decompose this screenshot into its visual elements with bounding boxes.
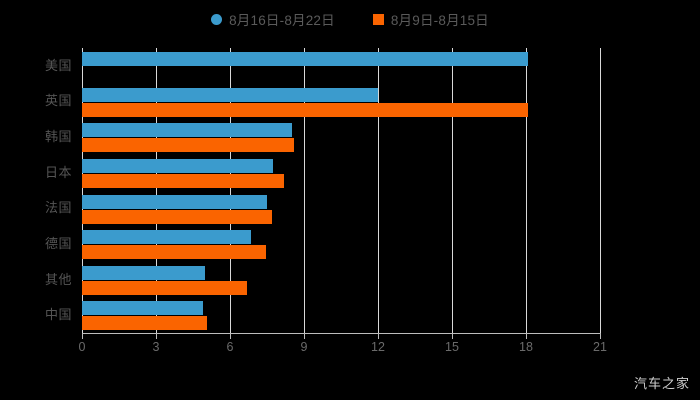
chart-legend: 8月16日-8月22日 8月9日-8月15日: [0, 8, 700, 30]
category-label: 中国: [44, 307, 72, 323]
bar-previous[interactable]: [82, 245, 266, 260]
legend-label-current: 8月16日-8月22日: [229, 13, 335, 28]
bar-previous[interactable]: [82, 280, 248, 295]
bar-previous[interactable]: [82, 316, 207, 331]
x-tick-label: 3: [152, 340, 160, 354]
gridline: [156, 48, 157, 333]
bar-current[interactable]: [82, 265, 206, 280]
category-label: 英国: [44, 93, 72, 109]
x-tick: [156, 334, 157, 339]
category-label: 法国: [44, 200, 72, 216]
legend-item-current[interactable]: 8月16日-8月22日: [211, 9, 335, 29]
x-tick-label: 9: [300, 340, 308, 354]
category-label: 日本: [44, 164, 72, 180]
x-tick-label: 21: [593, 340, 607, 354]
x-tick-label: 6: [226, 340, 234, 354]
legend-swatch-square-icon: [372, 13, 384, 25]
bar-rows: [82, 48, 600, 333]
bar-current[interactable]: [82, 194, 267, 209]
category-label: 其他: [44, 271, 72, 287]
x-tick: [600, 334, 601, 339]
bar-previous[interactable]: [82, 138, 295, 153]
gridline: [526, 48, 527, 333]
bar-row: [82, 194, 600, 224]
gridline: [304, 48, 305, 333]
x-tick-label: 18: [519, 340, 533, 354]
bar-row: [82, 158, 600, 188]
category-axis: 美国英国韩国日本法国德国其他中国: [0, 48, 72, 333]
gridline: [600, 48, 601, 333]
category-label: 美国: [44, 57, 72, 73]
category-label: 韩国: [44, 129, 72, 145]
bar-previous[interactable]: [82, 102, 529, 117]
bar-previous[interactable]: [82, 209, 272, 224]
bar-previous[interactable]: [82, 173, 285, 188]
x-tick: [82, 334, 83, 339]
category-label: 德国: [44, 235, 72, 251]
x-tick: [452, 334, 453, 339]
bar-row: [82, 301, 600, 331]
bar-current[interactable]: [82, 158, 274, 173]
bar-current[interactable]: [82, 123, 292, 138]
bar-row: [82, 230, 600, 260]
bar-current[interactable]: [82, 301, 203, 316]
bar-row: [82, 87, 600, 117]
gridline: [452, 48, 453, 333]
bar-current[interactable]: [82, 52, 529, 66]
x-tick: [378, 334, 379, 339]
x-tick: [304, 334, 305, 339]
gridlines: [82, 48, 601, 333]
bar-row: [82, 123, 600, 153]
gridline: [82, 48, 83, 333]
x-axis-ticks: 0 3 6 9 12 15 18 21: [78, 334, 607, 358]
watermark: 汽车之家: [633, 376, 690, 391]
legend-label-previous: 8月9日-8月15日: [390, 13, 489, 28]
x-tick: [230, 334, 231, 339]
bar-row: [82, 265, 600, 295]
bar-row: [82, 52, 600, 81]
x-axis-line: [82, 333, 601, 334]
gridline: [230, 48, 231, 333]
x-tick-label: 15: [445, 340, 459, 354]
x-tick-label: 0: [78, 340, 86, 354]
plot-area: [82, 48, 601, 333]
gridline: [378, 48, 379, 333]
legend-item-previous[interactable]: 8月9日-8月15日: [372, 9, 489, 29]
bar-current[interactable]: [82, 230, 251, 245]
legend-swatch-circle-icon: [211, 13, 223, 25]
x-tick: [526, 334, 527, 339]
x-tick-label: 12: [371, 340, 385, 354]
bar-current[interactable]: [82, 87, 378, 102]
